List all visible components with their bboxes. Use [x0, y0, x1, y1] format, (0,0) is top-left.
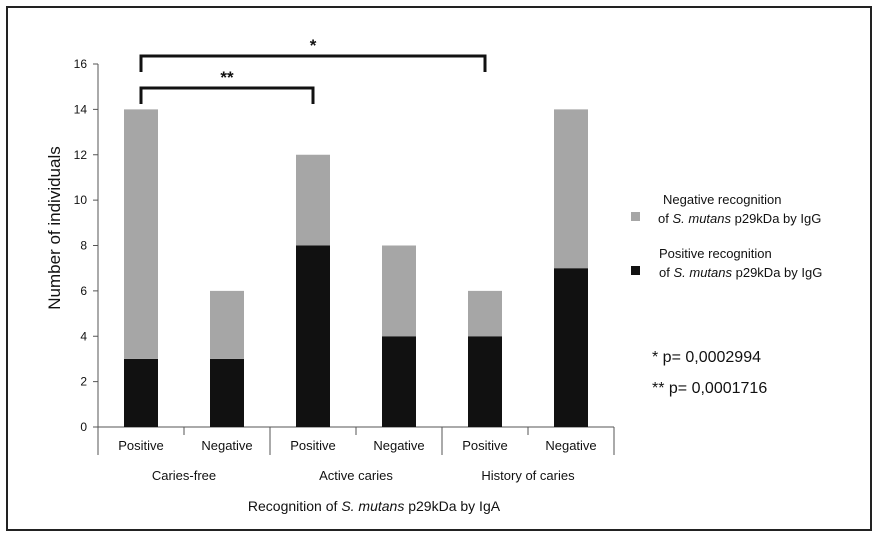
significance-bracket — [139, 54, 487, 72]
legend: Negative recognition of S. mutans p29kDa… — [631, 192, 822, 280]
x-tick-label: Negative — [201, 438, 252, 453]
x-axis-title-prefix: Recognition of — [248, 498, 341, 514]
bar-segment-positive-igg — [124, 358, 158, 427]
x-group-label: Active caries — [319, 468, 393, 483]
legend-label-positive-line2: of S. mutans p29kDa by IgG — [659, 265, 822, 280]
p-value-1: * p= 0,0002994 — [652, 349, 761, 366]
y-tick-label: 10 — [74, 193, 88, 207]
bars — [124, 109, 588, 427]
bar-segment-negative-igg — [468, 290, 502, 337]
bar-segment-positive-igg — [382, 336, 416, 427]
legend-swatch-negative — [631, 212, 640, 221]
y-tick-label: 6 — [80, 284, 87, 298]
y-tick-label: 8 — [80, 239, 87, 253]
x-tick-label: Positive — [290, 438, 336, 453]
legend-label-positive-line1: Positive recognition — [659, 246, 772, 261]
x-axis-title-suffix: p29kDa by IgA — [404, 498, 500, 514]
significance-brackets: *** — [139, 36, 487, 104]
significance-bracket — [139, 86, 315, 104]
bar-segment-positive-igg — [296, 245, 330, 427]
bar-segment-negative-igg — [554, 109, 588, 269]
legend-positive-prefix: of — [659, 265, 673, 280]
legend-swatch-positive — [631, 266, 640, 275]
legend-positive-suffix: p29kDa by IgG — [732, 265, 822, 280]
y-tick-label: 4 — [80, 329, 87, 343]
legend-positive-species: S. mutans — [673, 265, 732, 280]
figure-frame: 0 2 4 6 8 10 12 14 16 Positive Negative Positive Neg… — [6, 6, 872, 531]
significance-label: ** — [220, 68, 234, 87]
legend-negative-prefix: of — [658, 211, 672, 226]
axes: 0 2 4 6 8 10 12 14 16 Positive Negative Positive Neg… — [74, 57, 615, 483]
bar-segment-positive-igg — [210, 358, 244, 427]
x-tick-label: Negative — [545, 438, 596, 453]
y-tick-label: 0 — [80, 420, 87, 434]
p-value-2: ** p= 0,0001716 — [652, 380, 767, 397]
stacked-bar-chart: 0 2 4 6 8 10 12 14 16 Positive Negative Positive Neg… — [45, 36, 822, 514]
legend-label-negative-line2: of S. mutans p29kDa by IgG — [658, 211, 821, 226]
bar-segment-negative-igg — [124, 109, 158, 359]
bar-segment-positive-igg — [554, 268, 588, 427]
x-tick-label: Positive — [118, 438, 164, 453]
bar-segment-positive-igg — [468, 336, 502, 427]
significance-label: * — [310, 36, 317, 55]
bar-segment-negative-igg — [296, 154, 330, 246]
x-axis-title: Recognition of S. mutans p29kDa by IgA — [248, 498, 501, 514]
x-group-label: History of caries — [481, 468, 575, 483]
x-axis-title-species: S. mutans — [341, 498, 404, 514]
y-tick-label: 12 — [74, 148, 88, 162]
x-group-label: Caries-free — [152, 468, 216, 483]
x-tick-label: Positive — [462, 438, 508, 453]
y-tick-label: 16 — [74, 57, 88, 71]
bar-segment-negative-igg — [382, 245, 416, 337]
x-tick-label: Negative — [373, 438, 424, 453]
y-tick-label: 14 — [74, 102, 88, 116]
bar-segment-negative-igg — [210, 290, 244, 359]
legend-negative-suffix: p29kDa by IgG — [731, 211, 821, 226]
y-tick-label: 2 — [80, 375, 87, 389]
legend-label-negative-line1: Negative recognition — [663, 192, 782, 207]
y-axis-label: Number of individuals — [45, 146, 64, 309]
legend-negative-species: S. mutans — [672, 211, 731, 226]
